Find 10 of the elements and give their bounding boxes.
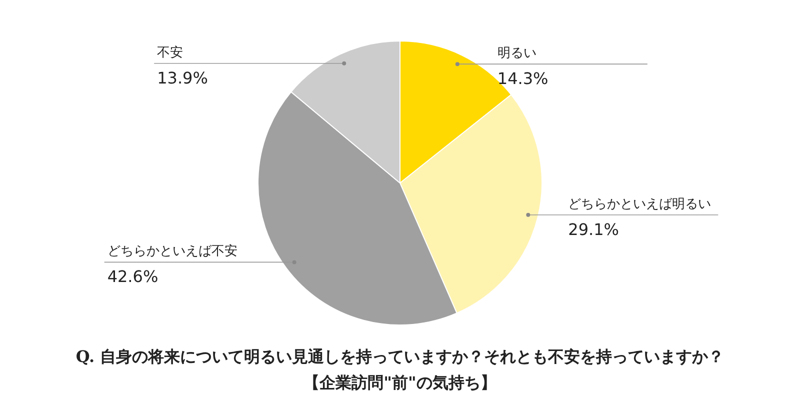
data-label: 42.6% [107, 267, 158, 286]
slice-label: どちらかといえば不安 [107, 243, 238, 260]
text: 【企業訪問"前"の気持ち】 [304, 373, 496, 392]
data-label: 13.9% [157, 68, 208, 88]
data-label: 29.1% [568, 220, 619, 239]
slice-label: 明るい [497, 46, 536, 62]
data-label: 14.3% [497, 69, 548, 88]
slice-label: どちらかといえば明るい [568, 196, 712, 212]
text: Q. 自身の将来について明るい見通しを持っていますか？それとも不安を持っていますか？ [76, 347, 724, 366]
slice-label: 不安 [157, 44, 184, 60]
